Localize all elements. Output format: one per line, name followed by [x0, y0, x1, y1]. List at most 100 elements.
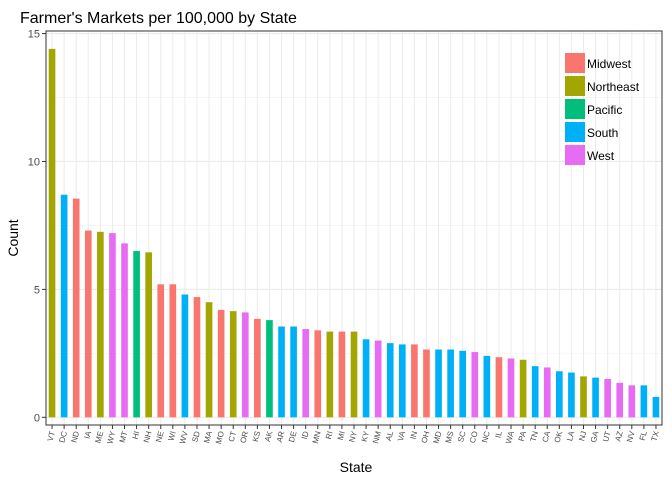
- bar-ok: [556, 371, 563, 418]
- x-tick-label: SD: [190, 430, 202, 443]
- chart-title: Farmer's Markets per 100,000 by State: [20, 10, 297, 27]
- legend-swatch-west: [565, 145, 585, 165]
- x-tick-label: RI: [324, 430, 335, 440]
- x-tick-label: CT: [227, 430, 238, 443]
- bar-la: [568, 372, 575, 418]
- x-axis: VT DC ND IA ME WY MT HI NH NE WI WV SD MA MO CT OR KS AK AR…: [46, 425, 661, 445]
- bar-nv: [628, 385, 636, 418]
- bar-tn: [531, 366, 539, 418]
- bar-pa: [519, 359, 527, 418]
- bar-ia: [84, 230, 92, 418]
- x-tick-label: NJ: [577, 430, 588, 442]
- x-tick-label: DE: [287, 430, 299, 443]
- x-tick-label: CO: [468, 430, 480, 444]
- legend-label-west: West: [587, 149, 615, 163]
- bar-nm: [374, 340, 382, 418]
- x-tick-label: ID: [300, 430, 311, 440]
- x-tick-label: FL: [638, 430, 649, 442]
- bar-md: [435, 349, 442, 418]
- legend-label-south: South: [587, 126, 618, 140]
- bars: [48, 48, 660, 418]
- bar-ar: [278, 326, 285, 418]
- x-tick-label: MT: [118, 430, 130, 444]
- x-tick-label: KY: [360, 430, 372, 443]
- bar-ct: [229, 311, 237, 418]
- x-tick-label: UT: [601, 430, 612, 443]
- bar-ak: [266, 320, 273, 418]
- y-tick-label: 5: [34, 284, 40, 296]
- bar-de: [290, 326, 297, 418]
- bar-nc: [483, 355, 491, 418]
- x-tick-label: OR: [238, 430, 250, 444]
- x-tick-label: AK: [263, 430, 275, 443]
- x-tick-label: TN: [529, 430, 541, 443]
- x-tick-label: WI: [167, 430, 178, 442]
- x-tick-label: MD: [432, 430, 444, 445]
- x-tick-label: LA: [565, 430, 576, 442]
- y-axis-title: Count: [5, 219, 21, 256]
- bar-tx: [652, 396, 660, 418]
- y-tick-label: 0: [34, 412, 40, 424]
- bar-sd: [193, 297, 201, 418]
- legend-label-midwest: Midwest: [587, 57, 632, 71]
- legend-swatch-northeast: [565, 76, 585, 96]
- x-tick-label: MI: [336, 430, 347, 441]
- x-tick-label: AZ: [613, 430, 624, 442]
- x-tick-label: IL: [493, 430, 504, 439]
- bar-ms: [447, 349, 454, 418]
- x-tick-label: ME: [93, 430, 105, 444]
- bar-wa: [507, 358, 515, 418]
- x-tick-label: TX: [650, 430, 662, 443]
- x-tick-label: AR: [275, 430, 287, 443]
- x-tick-label: NE: [154, 430, 166, 443]
- x-tick-label: VT: [46, 430, 57, 442]
- x-tick-label: WA: [504, 430, 516, 445]
- bar-il: [495, 357, 503, 418]
- bar-ca: [543, 367, 551, 418]
- bar-dc: [60, 194, 68, 418]
- x-tick-label: NY: [347, 430, 359, 444]
- bar-me: [97, 231, 104, 418]
- bar-ny: [350, 331, 358, 418]
- bar-ks: [254, 318, 261, 418]
- bar-az: [616, 382, 624, 418]
- x-tick-label: NM: [371, 430, 383, 445]
- bar-or: [241, 312, 249, 418]
- legend-swatch-pacific: [565, 99, 585, 119]
- x-tick-label: WY: [105, 430, 117, 445]
- x-tick-label: GA: [589, 430, 601, 444]
- x-tick-label: HI: [131, 430, 142, 440]
- x-tick-label: NV: [625, 430, 637, 444]
- bar-nj: [580, 376, 587, 418]
- x-axis-title: State: [340, 459, 373, 475]
- bar-co: [471, 352, 479, 418]
- legend-label-pacific: Pacific: [587, 103, 622, 117]
- bar-mi: [338, 331, 346, 418]
- x-tick-label: AL: [384, 430, 395, 442]
- x-tick-label: DC: [57, 430, 69, 444]
- legend-label-northeast: Northeast: [587, 80, 640, 94]
- x-tick-label: IA: [83, 430, 94, 440]
- x-tick-label: MS: [444, 430, 456, 444]
- bar-ga: [592, 377, 599, 418]
- x-tick-label: CA: [541, 430, 553, 444]
- bar-vt: [48, 48, 56, 418]
- x-tick-label: SC: [456, 430, 468, 443]
- bar-wy: [109, 233, 116, 418]
- bar-wi: [169, 284, 177, 418]
- y-tick-label: 10: [28, 156, 40, 168]
- x-tick-label: WV: [178, 430, 190, 445]
- bar-ne: [157, 284, 165, 418]
- x-tick-label: OH: [420, 430, 432, 444]
- bar-mn: [314, 330, 322, 418]
- x-tick-label: PA: [517, 430, 528, 443]
- bar-al: [386, 343, 394, 418]
- y-axis: 0 5 10 15: [28, 29, 46, 424]
- bar-wv: [181, 294, 189, 418]
- legend: Midwest Northeast Pacific South West: [565, 53, 640, 165]
- bar-mo: [217, 309, 225, 418]
- bar-ma: [205, 302, 213, 418]
- bar-va: [398, 344, 406, 418]
- x-tick-label: NH: [142, 430, 154, 444]
